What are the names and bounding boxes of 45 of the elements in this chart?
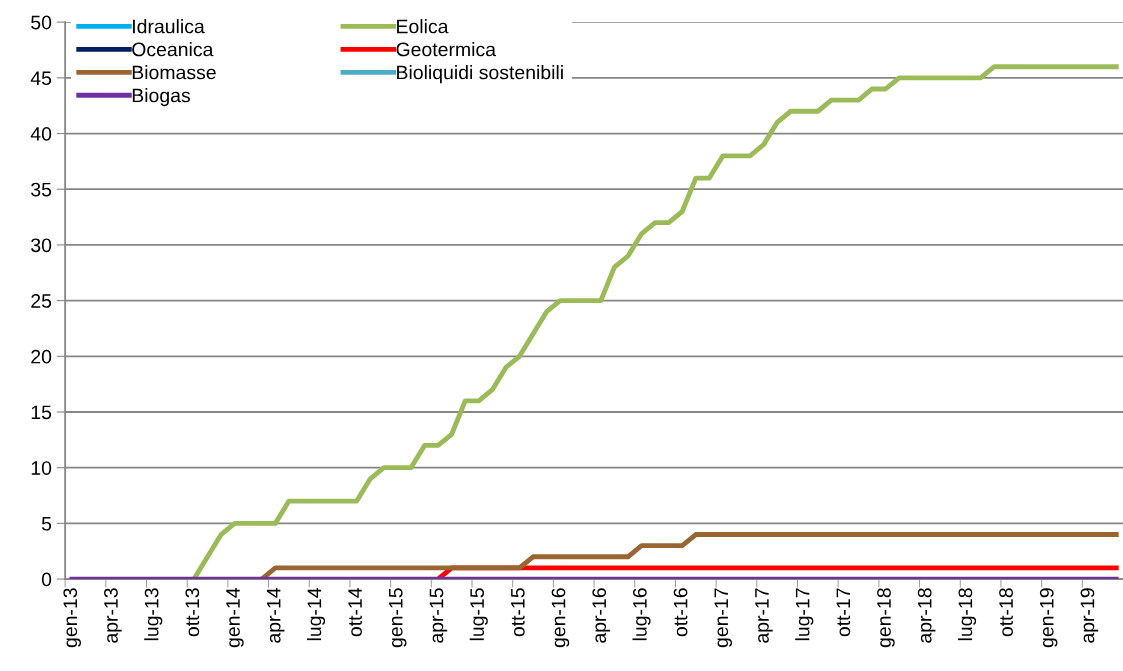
x-tick-label: lug-14 xyxy=(306,587,326,641)
x-tick-label: gen-15 xyxy=(389,588,407,648)
legend-label: Biomasse xyxy=(132,65,216,80)
y-tick-label: 0 xyxy=(41,572,52,587)
y-tick-label: 30 xyxy=(31,238,52,253)
x-tick-label: ott-17 xyxy=(836,588,851,637)
x-tick-label: gen-19 xyxy=(1039,588,1058,648)
y-tick-label: 35 xyxy=(31,182,52,197)
x-tick-label: ott-13 xyxy=(185,588,200,637)
legend-label: Geotermica xyxy=(396,42,496,57)
y-tick-label: 40 xyxy=(30,127,52,141)
x-tick-label: lug-15 xyxy=(469,588,488,641)
legend-label: Oceanica xyxy=(132,42,214,57)
y-tick-label: 5 xyxy=(41,517,52,531)
x-tick-label: ott-14 xyxy=(348,587,362,637)
y-tick-label: 20 xyxy=(31,349,52,364)
y-tick-label: 15 xyxy=(31,405,52,420)
x-tick-label: gen-16 xyxy=(551,588,570,648)
x-tick-label: lug-18 xyxy=(957,588,977,641)
legend-label: Idraulica xyxy=(133,19,205,34)
x-tick-label: gen-14 xyxy=(226,587,244,648)
x-tick-label: lug-17 xyxy=(795,588,814,641)
x-tick-label: apr-16 xyxy=(592,588,610,643)
x-tick-label: apr-13 xyxy=(104,588,122,643)
x-tick-label: apr-18 xyxy=(917,588,936,643)
x-tick-label: apr-17 xyxy=(755,588,773,643)
x-tick-label: lug-16 xyxy=(632,588,651,641)
y-tick-label: 45 xyxy=(30,71,52,86)
line-series xyxy=(259,532,1119,580)
legend-label: Eolica xyxy=(397,19,449,34)
x-tick-label: apr-14 xyxy=(267,587,285,643)
x-tick-label: ott-15 xyxy=(511,588,525,637)
y-tick-label: 50 xyxy=(31,15,52,30)
y-tick-label: 25 xyxy=(31,294,52,308)
x-tick-label: gen-17 xyxy=(714,588,732,648)
x-tick-label: gen-13 xyxy=(63,588,81,648)
x-tick-label: ott-16 xyxy=(673,588,688,637)
x-tick-label: gen-18 xyxy=(877,588,895,648)
x-tick-label: ott-18 xyxy=(999,588,1013,637)
x-tick-label: apr-19 xyxy=(1080,588,1099,643)
x-tick-label: lug-13 xyxy=(144,588,163,641)
legend-label: Bioliquidi sostenibili xyxy=(397,65,563,84)
y-tick-label: 10 xyxy=(31,461,52,475)
legend-label: Biogas xyxy=(132,88,190,107)
x-tick-label: apr-15 xyxy=(429,588,448,643)
